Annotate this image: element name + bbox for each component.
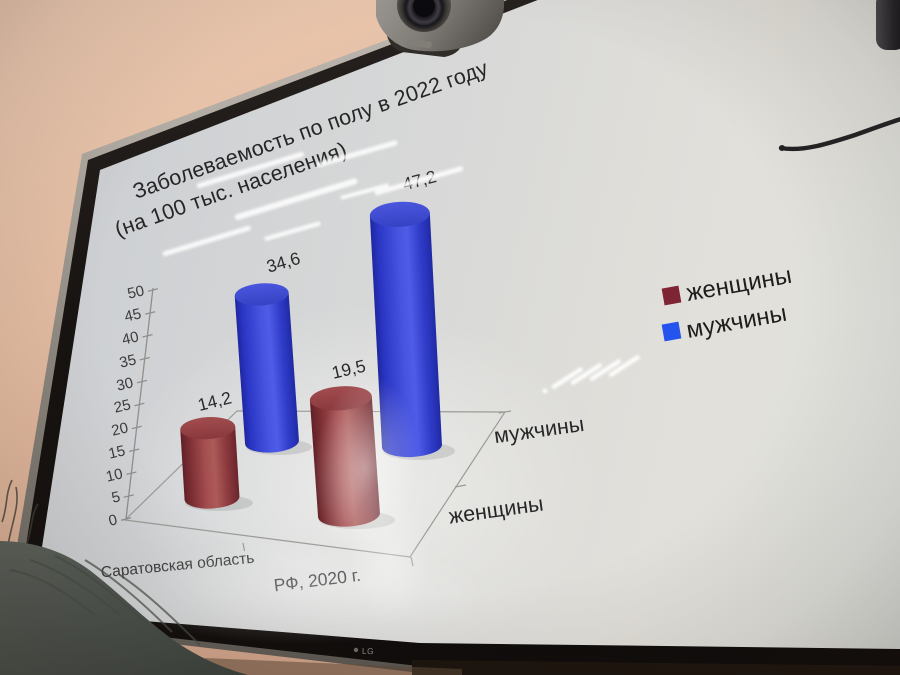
chart-legend: женщины мужчины <box>661 262 794 344</box>
y-tick-25: 25 <box>112 396 132 416</box>
y-tick-15: 15 <box>107 442 127 462</box>
legend-swatch-men-icon <box>661 321 682 342</box>
person-shoulder <box>0 479 249 675</box>
value-label-women-saratov: 14,2 <box>196 387 234 415</box>
bar-women-saratov <box>180 417 240 509</box>
floor-glare <box>110 376 490 644</box>
series-axis-label-women: женщины <box>447 492 545 529</box>
y-tick-35: 35 <box>118 351 138 371</box>
lg-logo-text: LG <box>362 646 375 656</box>
series-axis-label-men: мужчины <box>492 412 585 448</box>
conference-camera <box>376 0 505 57</box>
y-tick-0: 0 <box>107 511 119 529</box>
sweater-ribs <box>9 555 201 646</box>
y-tick-20: 20 <box>110 419 130 439</box>
value-label-men-saratov: 34,6 <box>264 248 302 277</box>
microphone-cable <box>778 117 900 152</box>
y-axis-line <box>125 287 154 520</box>
y-tick-10: 10 <box>104 465 124 485</box>
y-axis-tick-labels: 50 45 40 35 30 25 20 15 10 5 0 <box>104 282 146 529</box>
small-light-reflections <box>542 355 640 394</box>
camera-lens-pupil <box>413 0 435 17</box>
y-tick-30: 30 <box>115 374 135 394</box>
legend-label-men: мужчины <box>684 300 788 344</box>
y-tick-45: 45 <box>123 305 143 325</box>
y-tick-40: 40 <box>120 328 140 348</box>
y-tick-50: 50 <box>126 282 146 302</box>
bar-men-saratov <box>234 283 299 453</box>
lg-logo: LG <box>353 646 375 656</box>
corner-object <box>876 0 900 50</box>
ceiling-light-reflections <box>162 140 464 257</box>
legend-swatch-women-icon <box>661 285 682 306</box>
y-axis-ticks <box>120 288 159 521</box>
y-tick-5: 5 <box>110 488 122 506</box>
hair-strands <box>1 479 39 551</box>
camera-mount-notch <box>405 38 432 49</box>
